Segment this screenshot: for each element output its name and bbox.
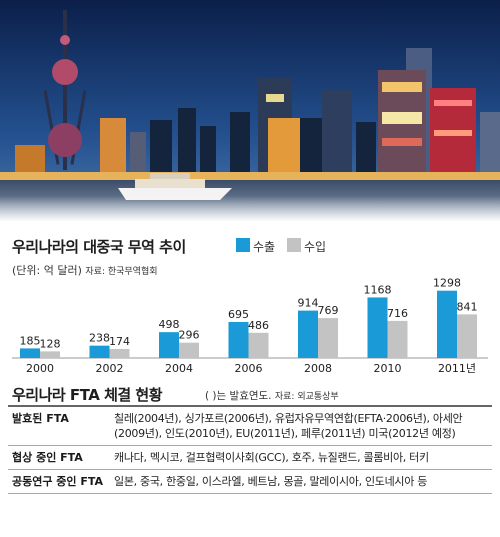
chart-unit: (단위: 억 달러) <box>12 264 82 277</box>
legend-swatch-export <box>236 238 250 252</box>
bar-import-2008 <box>318 318 338 358</box>
x-tick-label-2011년: 2011년 <box>438 362 476 375</box>
fta-row-label: 발효된 FTA <box>8 405 111 446</box>
fta-row-value: 칠레(2004년), 싱가포르(2006년), 유럽자유무역연합(EFTA·20… <box>111 405 492 446</box>
fta-note: ( )는 발효연도. 자료: 외교통상부 <box>205 388 339 403</box>
data-label-import-2000: 128 <box>40 337 61 350</box>
data-label-export-2006: 695 <box>228 308 249 321</box>
data-label-export-2008: 914 <box>298 297 319 310</box>
data-label-import-2008: 769 <box>318 304 339 317</box>
x-tick-label-2008: 2008 <box>304 362 332 375</box>
fta-row-label: 협상 중인 FTA <box>8 445 111 470</box>
bar-import-2000 <box>40 351 60 358</box>
fta-source: 자료: 외교통상부 <box>274 392 339 402</box>
x-tick-label-2002: 2002 <box>96 362 124 375</box>
bar-export-2010 <box>367 297 388 358</box>
x-tick-label-2000: 2000 <box>26 362 54 375</box>
pearl-tower <box>43 10 87 170</box>
legend-swatch-import <box>287 238 301 252</box>
bar-export-2008 <box>298 310 318 358</box>
bar-export-2002 <box>89 345 110 358</box>
data-label-export-2010: 1168 <box>364 283 392 296</box>
legend-label-export: 수출 <box>253 240 276 254</box>
fta-title: 우리나라 FTA 체결 현황 <box>12 386 163 404</box>
data-label-import-2006: 486 <box>248 319 269 332</box>
x-tick-label-2006: 2006 <box>235 362 263 375</box>
fta-row-label: 공동연구 중인 FTA <box>8 469 111 494</box>
bar-import-2002 <box>109 348 130 358</box>
data-label-export-2002: 238 <box>89 332 110 345</box>
chart-unit-source: (단위: 억 달러) 자료: 한국무역협회 <box>12 262 158 278</box>
fta-table: 발효된 FTA 칠레(2004년), 싱가포르(2006년), 유럽자유무역연합… <box>8 405 492 494</box>
data-label-export-2000: 185 <box>20 334 41 347</box>
shanghai-skyline-photo <box>0 0 500 222</box>
bar-import-2006 <box>248 332 269 358</box>
chart-source: 자료: 한국무역협회 <box>85 267 158 277</box>
bar-import-2011년 <box>457 314 477 358</box>
x-tick-label-2004: 2004 <box>165 362 193 375</box>
bar-import-2004 <box>179 342 199 358</box>
chart-title: 우리나라의 대중국 무역 추이 <box>12 238 186 256</box>
fta-row-joint-study: 공동연구 중인 FTA 일본, 중국, 한중일, 이스라엘, 베트남, 몽골, … <box>8 469 492 494</box>
data-label-import-2011년: 841 <box>457 300 478 313</box>
bar-export-2011년 <box>437 290 457 358</box>
fta-row-effective: 발효된 FTA 칠레(2004년), 싱가포르(2006년), 유럽자유무역연합… <box>8 405 492 446</box>
bar-export-2004 <box>159 332 179 358</box>
data-label-import-2002: 174 <box>109 335 130 348</box>
legend-label-import: 수입 <box>304 240 327 254</box>
data-label-export-2011년: 1298 <box>433 277 461 290</box>
data-label-import-2004: 296 <box>179 329 200 342</box>
fta-note-text: ( )는 발효연도. <box>205 390 272 402</box>
fta-row-negotiating: 협상 중인 FTA 캐나다, 멕시코, 걸프협력이사회(GCC), 호주, 뉴질… <box>8 445 492 470</box>
bar-export-2006 <box>228 321 249 358</box>
bar-export-2000 <box>20 348 40 358</box>
fta-row-value: 일본, 중국, 한중일, 이스라엘, 베트남, 몽골, 말레이시아, 인도네시아… <box>111 469 492 494</box>
fta-row-value: 캐나다, 멕시코, 걸프협력이사회(GCC), 호주, 뉴질랜드, 콜롬비아, … <box>111 445 492 470</box>
data-label-import-2010: 716 <box>387 307 408 320</box>
bar-import-2010 <box>387 320 408 358</box>
data-label-export-2004: 498 <box>159 318 180 331</box>
x-tick-label-2010: 2010 <box>374 362 402 375</box>
